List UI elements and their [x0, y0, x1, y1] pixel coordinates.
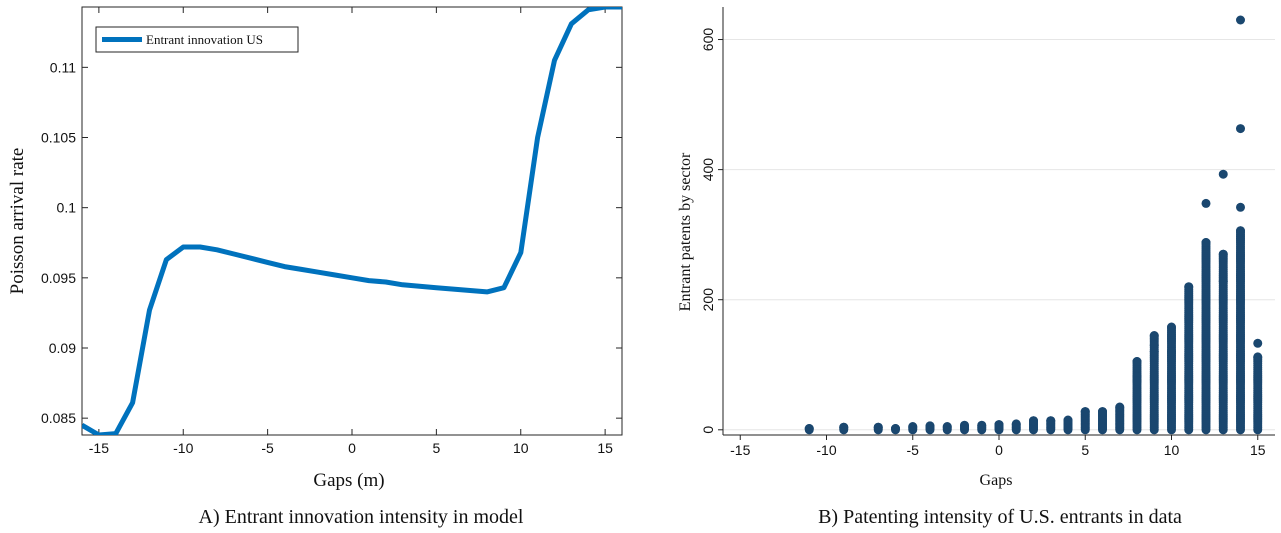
series-line-entrant-innovation — [82, 7, 622, 435]
scatter-point — [908, 422, 918, 431]
left-y-tick-label: 0.11 — [50, 59, 76, 75]
scatter-point — [1132, 357, 1142, 366]
scatter-point-outlier — [1149, 347, 1159, 357]
scatter-point — [1167, 322, 1176, 332]
right-x-tick-label: -10 — [816, 442, 836, 458]
left-x-tick-label: 0 — [348, 440, 356, 456]
right-x-tick-label: 5 — [1081, 442, 1089, 458]
scatter-point — [977, 420, 987, 430]
legend-label: Entrant innovation US — [146, 32, 263, 47]
scatter-point — [1253, 352, 1263, 362]
left-caption: A) Entrant innovation intensity in model — [199, 506, 524, 528]
scatter-point-outlier — [1201, 198, 1211, 208]
legend: Entrant innovation US — [95, 26, 299, 53]
right-y-tick-label: 0 — [700, 426, 716, 434]
scatter-point — [891, 424, 900, 433]
right-x-tick-label: -15 — [730, 442, 750, 458]
scatter-point — [839, 422, 849, 432]
left-y-tick-label: 0.095 — [41, 270, 76, 286]
scatter-point-outlier — [1218, 277, 1228, 286]
left-y-tick-label: 0.105 — [41, 130, 76, 146]
scatter-point-outlier — [1236, 202, 1245, 212]
left-chart: -15 -10 -5 0 5 10 15 0.085 0.09 0.095 0.1 0.105 0.11… — [7, 6, 623, 491]
left-line-layer — [82, 7, 622, 435]
left-ticks: -15 -10 -5 0 5 10 15 0.085 0.09 0.095 0.1 0.105 0.11 — [41, 7, 622, 456]
left-x-tick-label: -10 — [173, 440, 193, 456]
left-y-tick-label: 0.1 — [57, 200, 77, 216]
right-chart: 0 200 400 600 -15 -10 -5 0 5 10 15 Gaps Entrant pa… — [677, 7, 1275, 489]
scatter-point — [1236, 226, 1245, 236]
scatter-point-outlier — [1132, 376, 1142, 386]
scatter-point-outlier — [1167, 347, 1176, 357]
scatter-point — [1184, 282, 1194, 292]
scatter-point — [1218, 249, 1228, 259]
right-y-tick-label: 400 — [700, 158, 716, 182]
scatter-point — [1063, 415, 1073, 425]
scatter-point — [925, 421, 935, 431]
scatter-point-outlier — [1236, 15, 1245, 25]
left-y-tick-label: 0.09 — [49, 340, 76, 356]
scatter-point-outlier — [1149, 340, 1159, 350]
right-y-tick-label: 600 — [700, 28, 716, 52]
scatter-point — [1149, 331, 1159, 340]
left-x-tick-label: -15 — [89, 440, 109, 456]
right-points-layer — [804, 15, 1263, 435]
scatter-point — [873, 422, 883, 432]
scatter-point — [1080, 407, 1090, 417]
right-x-tick-label: 15 — [1250, 442, 1266, 458]
scatter-point — [1098, 407, 1107, 417]
scatter-point — [1115, 402, 1125, 412]
right-y-tick-label: 200 — [700, 288, 716, 312]
left-y-axis-title: Poisson arrival rate — [7, 148, 28, 295]
right-y-axis-title: Entrant patents by sector — [677, 152, 694, 311]
right-x-tick-label: 10 — [1164, 442, 1180, 458]
right-x-tick-label: -5 — [907, 442, 920, 458]
right-axes: 0 200 400 600 -15 -10 -5 0 5 10 15 — [700, 7, 1275, 458]
scatter-point — [804, 424, 814, 433]
left-x-axis-title: Gaps (m) — [313, 470, 384, 491]
scatter-point — [1201, 238, 1211, 247]
left-x-tick-label: 15 — [597, 440, 613, 456]
scatter-point — [1029, 416, 1038, 426]
left-x-tick-label: 10 — [513, 440, 529, 456]
scatter-point-outlier — [1218, 169, 1228, 179]
scatter-point-outlier — [1236, 124, 1245, 134]
scatter-point — [1046, 416, 1056, 426]
right-x-axis-title: Gaps — [980, 472, 1013, 489]
left-plot-frame — [81, 6, 623, 436]
left-y-tick-label: 0.085 — [41, 410, 76, 426]
scatter-point-outlier — [1253, 338, 1263, 348]
right-x-tick-label: 0 — [995, 442, 1003, 458]
right-caption: B) Patenting intensity of U.S. entrants … — [818, 506, 1182, 528]
scatter-point — [942, 422, 952, 431]
scatter-point — [1011, 419, 1021, 429]
scatter-point — [960, 420, 969, 430]
scatter-point — [994, 420, 1004, 430]
left-x-tick-label: 5 — [432, 440, 440, 456]
left-x-tick-label: -5 — [261, 440, 274, 456]
